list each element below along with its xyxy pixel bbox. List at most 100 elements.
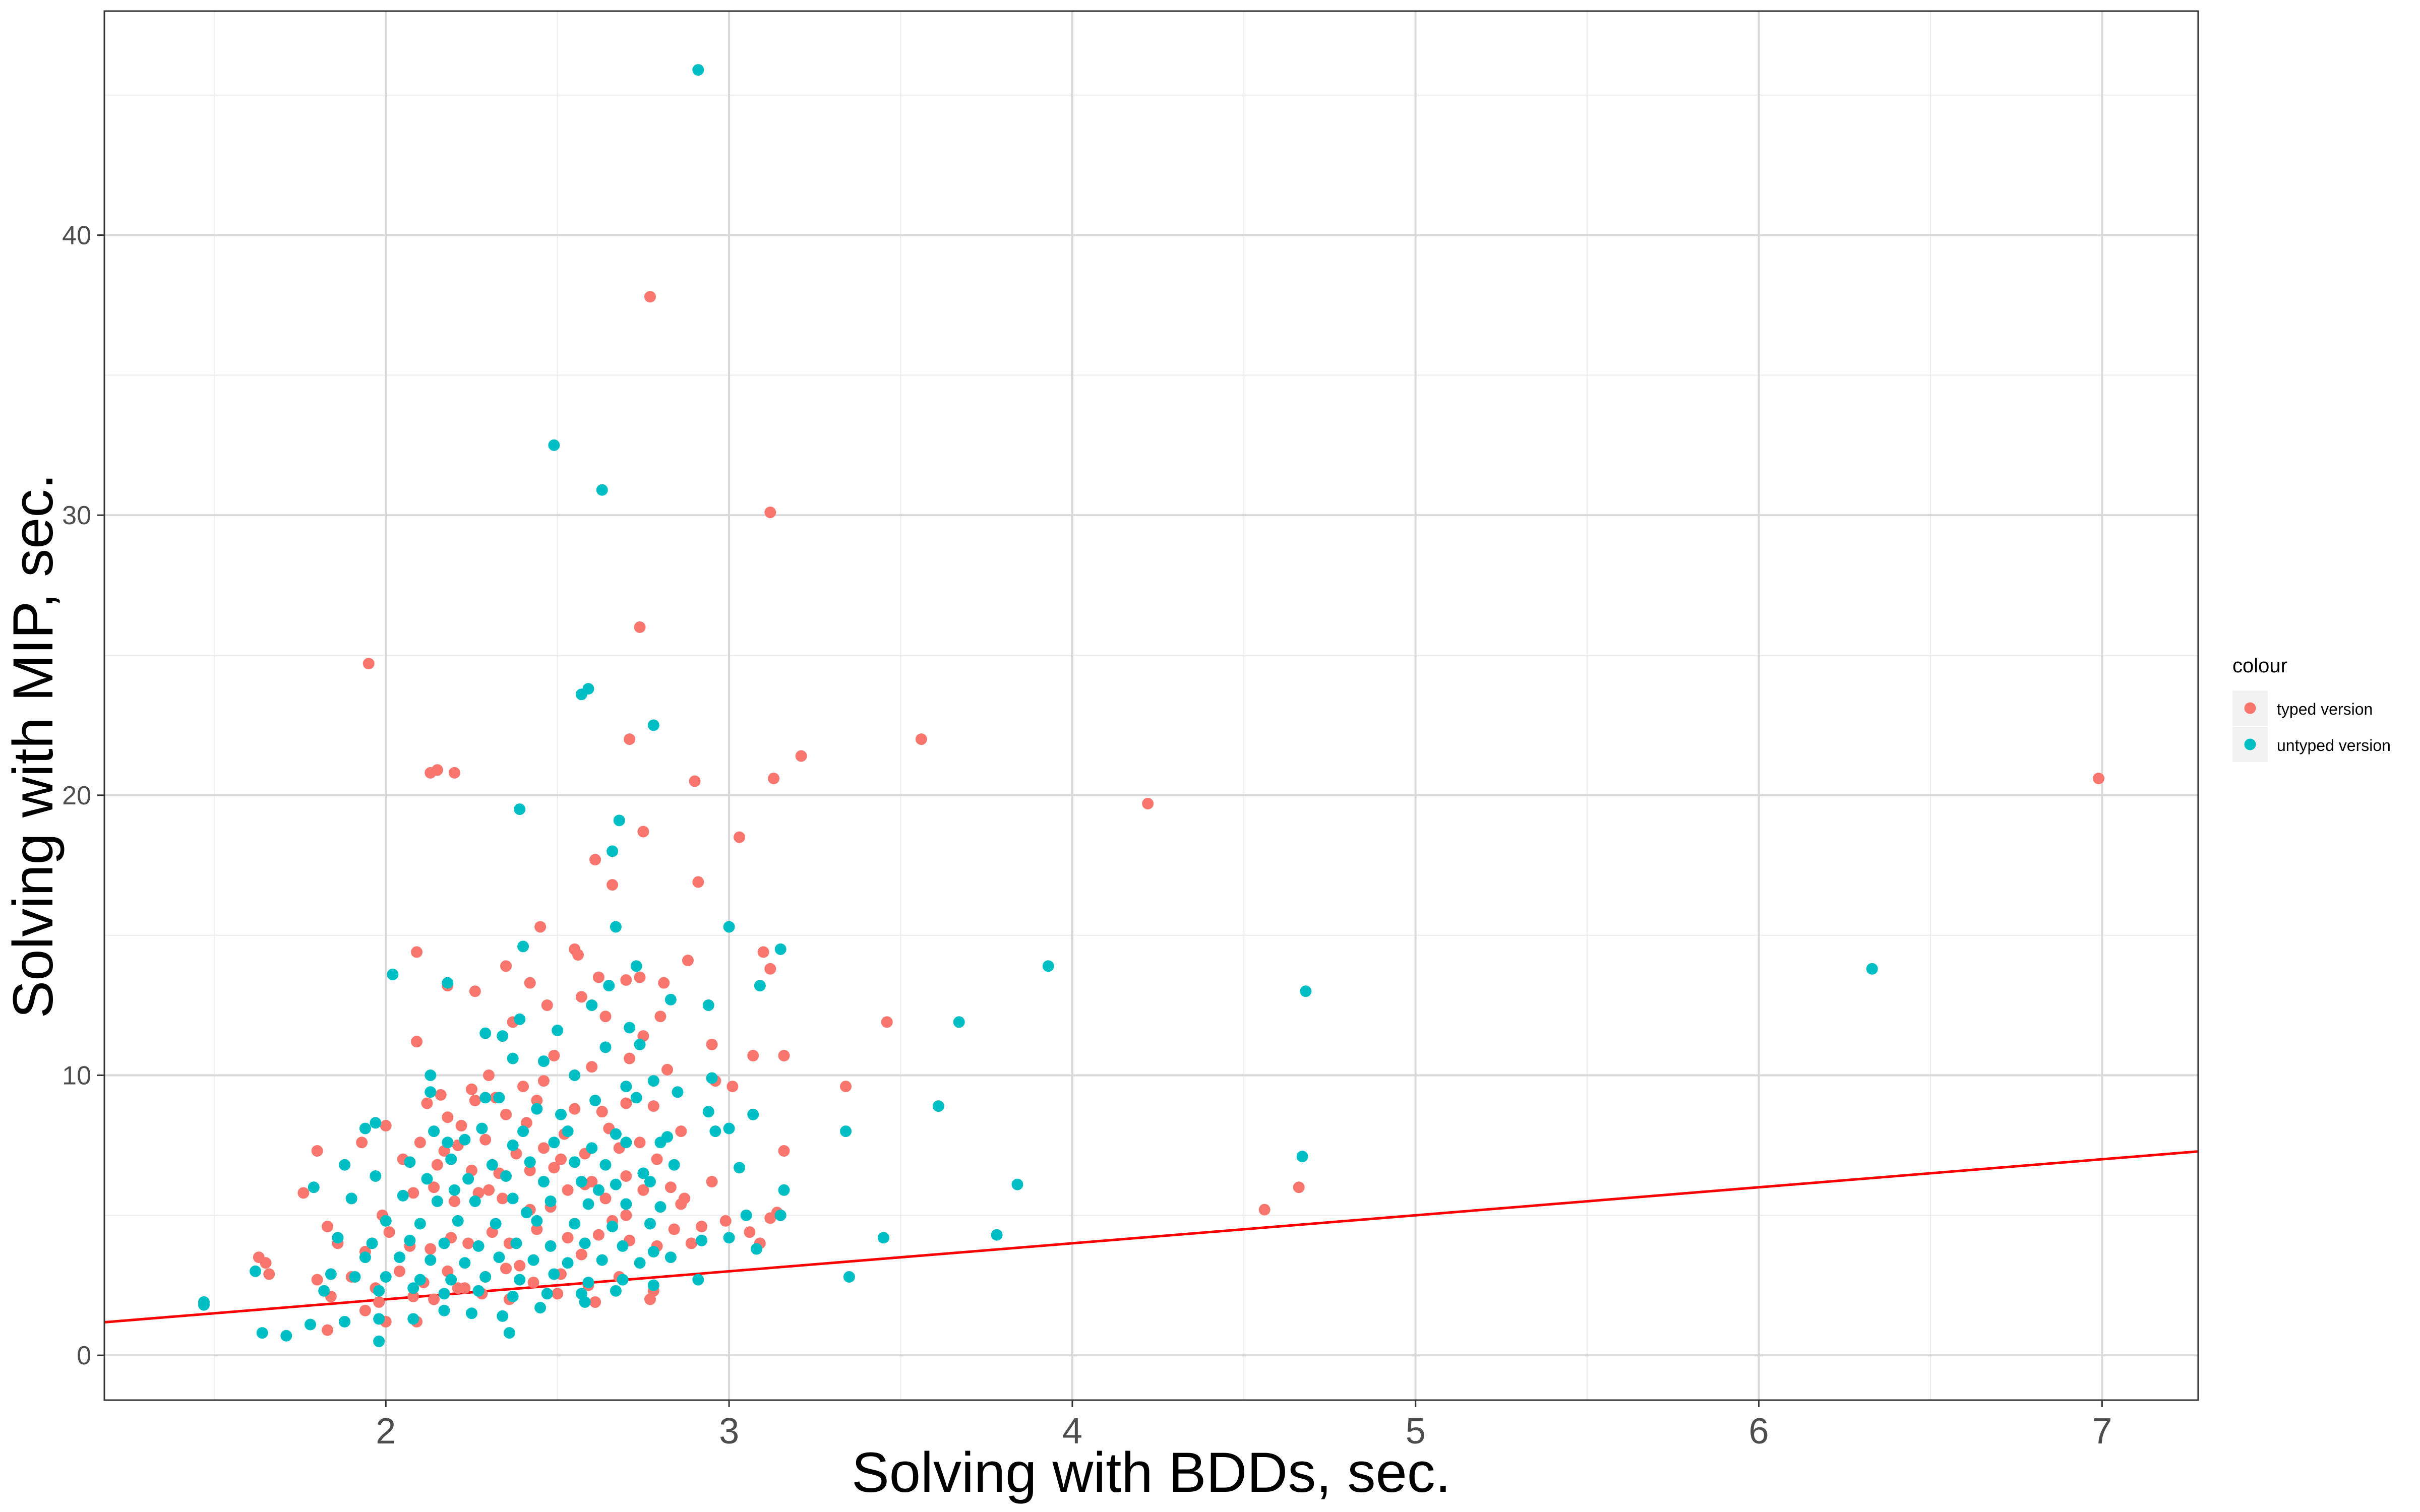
data-point xyxy=(562,1257,574,1269)
data-point xyxy=(510,1237,522,1249)
data-point xyxy=(527,1277,539,1289)
data-point xyxy=(370,1170,382,1182)
data-point xyxy=(404,1234,416,1246)
data-point xyxy=(407,1282,419,1294)
data-point xyxy=(524,977,536,989)
data-point xyxy=(380,1215,392,1227)
data-point xyxy=(500,960,512,972)
data-point xyxy=(589,1094,601,1106)
data-point xyxy=(483,1069,495,1081)
data-point xyxy=(514,1259,526,1272)
data-points xyxy=(198,64,2105,1347)
data-point xyxy=(661,1063,674,1076)
data-point xyxy=(751,1243,763,1255)
data-point xyxy=(462,1173,474,1185)
data-point xyxy=(734,831,746,843)
data-point xyxy=(664,1181,677,1193)
data-point xyxy=(1866,963,1878,975)
data-point xyxy=(644,1293,656,1305)
data-point xyxy=(569,1069,581,1081)
data-point xyxy=(592,1229,604,1241)
data-point xyxy=(915,733,927,745)
data-point xyxy=(586,1061,598,1073)
data-point xyxy=(644,1176,656,1188)
data-point xyxy=(537,1075,550,1087)
data-point xyxy=(448,1195,460,1207)
data-point xyxy=(637,1167,649,1179)
data-point xyxy=(421,1173,433,1185)
data-point xyxy=(696,1234,708,1246)
data-point xyxy=(366,1237,378,1249)
data-point xyxy=(562,1232,574,1244)
data-point xyxy=(548,1162,560,1174)
data-point xyxy=(507,1290,519,1302)
data-point xyxy=(325,1268,337,1280)
data-point xyxy=(644,291,656,303)
data-point xyxy=(723,1122,735,1135)
data-point xyxy=(445,1153,457,1165)
data-point xyxy=(953,1016,965,1028)
data-point xyxy=(675,1125,687,1138)
data-point xyxy=(1293,1181,1305,1193)
data-point xyxy=(507,1192,519,1205)
data-point xyxy=(552,1288,564,1300)
data-point xyxy=(617,1240,629,1252)
data-point xyxy=(702,1106,714,1118)
data-point xyxy=(469,1094,481,1106)
data-point xyxy=(723,921,735,933)
data-point xyxy=(607,845,619,857)
y-tick-label: 40 xyxy=(62,221,91,250)
data-point xyxy=(514,1013,526,1025)
data-point xyxy=(531,1215,543,1227)
y-tick-label: 20 xyxy=(62,781,91,810)
y-axis-title: Solving with MIP, sec. xyxy=(2,473,65,1018)
data-point xyxy=(620,1137,632,1149)
data-point xyxy=(757,946,769,958)
data-point xyxy=(634,1038,646,1050)
data-point xyxy=(599,1041,612,1053)
data-point xyxy=(709,1125,721,1138)
data-point xyxy=(263,1268,275,1280)
data-point xyxy=(592,1184,604,1196)
x-tick-label: 6 xyxy=(1749,1411,1769,1452)
data-point xyxy=(425,1243,437,1255)
data-point xyxy=(740,1209,752,1221)
x-tick-label: 4 xyxy=(1062,1411,1082,1452)
data-point xyxy=(617,1274,629,1286)
data-point xyxy=(562,1125,574,1138)
data-point xyxy=(620,974,632,986)
data-point xyxy=(541,1288,553,1300)
data-point xyxy=(548,1137,560,1149)
data-point xyxy=(582,1198,594,1210)
data-point xyxy=(431,1159,443,1171)
data-point xyxy=(696,1221,708,1232)
data-point xyxy=(479,1271,492,1283)
data-point xyxy=(517,940,529,953)
data-point xyxy=(569,1218,581,1230)
data-point xyxy=(198,1299,210,1311)
data-point xyxy=(531,1223,543,1235)
data-point xyxy=(754,980,766,992)
data-point xyxy=(428,1293,440,1305)
data-point xyxy=(575,991,587,1003)
data-point xyxy=(572,949,584,961)
data-point xyxy=(668,1223,680,1235)
data-point xyxy=(359,1122,371,1135)
data-point xyxy=(527,1254,539,1266)
legend-point xyxy=(2244,738,2256,750)
data-point xyxy=(569,1103,581,1115)
data-point xyxy=(407,1313,419,1325)
data-point xyxy=(500,1108,512,1120)
data-point xyxy=(764,963,776,975)
data-point xyxy=(774,1209,786,1221)
data-point xyxy=(524,1156,536,1168)
data-point xyxy=(339,1159,351,1171)
y-tick-label: 10 xyxy=(62,1061,91,1090)
data-point xyxy=(407,1187,419,1199)
data-point xyxy=(778,1184,790,1196)
data-point xyxy=(555,1153,567,1165)
data-point xyxy=(438,1237,450,1249)
data-point xyxy=(490,1218,502,1230)
data-point xyxy=(438,1288,450,1300)
x-axis-ticks: 2 3 4 5 6 7 xyxy=(376,1400,2112,1452)
